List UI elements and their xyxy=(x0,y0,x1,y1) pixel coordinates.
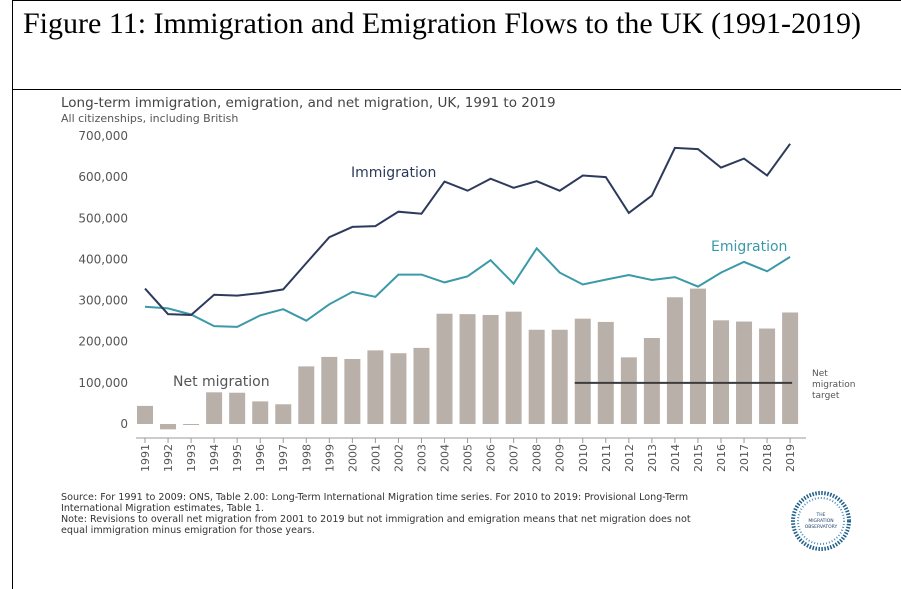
x-tick-label: 1994 xyxy=(208,444,221,472)
x-tick-label: 1995 xyxy=(231,444,244,472)
y-tick-label: 600,000 xyxy=(78,170,128,184)
source-note-line3: Note: Revisions to overall net migration… xyxy=(61,514,691,525)
target-label-line2: migration xyxy=(812,380,855,390)
net-migration-bar xyxy=(620,357,637,424)
x-tick-label: 1997 xyxy=(277,444,290,472)
net-migration-bar xyxy=(528,329,545,424)
net-migration-bar xyxy=(759,328,776,424)
logo-ring xyxy=(791,491,851,551)
logo-text-line1: THE xyxy=(816,512,826,518)
y-tick-label: 700,000 xyxy=(78,129,128,143)
logo-inner-ring xyxy=(797,497,845,545)
source-note-line4: equal immigration minus emigration for t… xyxy=(61,525,315,536)
x-tick-label: 2002 xyxy=(392,444,405,472)
net-migration-bar xyxy=(206,392,223,424)
emigration-line xyxy=(144,246,791,328)
net-migration-bar xyxy=(344,358,361,424)
logo-text-line3: OBSERVATORY xyxy=(805,524,838,530)
net-migration-bar xyxy=(137,405,153,424)
immigration-label: Immigration xyxy=(351,165,436,181)
source-note-line2: International Migration estimates, Table… xyxy=(61,503,264,514)
net-migration-bar xyxy=(782,312,799,424)
y-tick-label: 100,000 xyxy=(78,376,128,390)
net-migration-bar xyxy=(505,311,522,424)
x-tick-label: 1993 xyxy=(185,444,198,472)
net-migration-bar xyxy=(252,401,269,424)
x-tick-label: 2009 xyxy=(554,444,567,472)
source-note-line1: Source: For 1991 to 2009: ONS, Table 2.0… xyxy=(61,492,689,503)
x-tick-label: 2014 xyxy=(669,444,682,472)
logo-text-line2: MIGRATION xyxy=(808,518,833,524)
figure-caption: Figure 11: Immigration and Emigration Fl… xyxy=(23,7,861,40)
x-tick-label: 2017 xyxy=(738,444,751,472)
target-label-line3: target xyxy=(812,391,840,401)
x-tick-label: 2004 xyxy=(439,444,452,472)
net-migration-bar xyxy=(643,337,660,424)
x-axis: 1991 1992 1993 1994 1995 1996 1997 1998 1999 2000… xyxy=(136,437,806,472)
x-tick-label: 2008 xyxy=(531,444,544,472)
x-tick-label: 2013 xyxy=(646,444,659,472)
x-tick-label: 2006 xyxy=(485,444,498,472)
net-migration-bar xyxy=(390,353,407,424)
x-tick-label: 2000 xyxy=(346,444,359,472)
y-tick-label: 0 xyxy=(120,417,128,431)
net-migration-bar xyxy=(229,392,246,424)
figure-frame: Figure 11: Immigration and Emigration Fl… xyxy=(12,0,901,589)
migration-observatory-logo: THE MIGRATION OBSERVATORY xyxy=(791,491,851,551)
x-tick-label: 2005 xyxy=(462,444,475,472)
chart-title: Long-term immigration, emigration, and n… xyxy=(61,95,556,111)
net-migration-bar xyxy=(736,321,753,424)
net-migration-bar xyxy=(183,424,200,425)
x-tick-label: 2003 xyxy=(415,444,428,472)
net-migration-bars xyxy=(137,288,799,430)
y-tick-label: 400,000 xyxy=(78,252,128,266)
y-tick-label: 300,000 xyxy=(78,294,128,308)
net-migration-bar xyxy=(413,347,430,424)
x-tick-label: 2011 xyxy=(600,444,613,472)
x-tick-label: 1998 xyxy=(300,444,313,472)
emigration-label: Emigration xyxy=(711,239,787,255)
net-migration-bar xyxy=(459,314,476,424)
x-tick-label: 2012 xyxy=(623,444,636,472)
net-migration-bar xyxy=(321,356,338,424)
x-tick-label: 2016 xyxy=(715,444,728,472)
x-tick-label: 1991 xyxy=(139,444,152,472)
source-note: Source: For 1991 to 2009: ONS, Table 2.0… xyxy=(61,492,796,536)
net-migration-bar xyxy=(275,404,292,424)
x-tick-label: 1999 xyxy=(323,444,336,472)
y-axis: 0 100,000 200,000 300,000 400,000 500,000 600,… xyxy=(78,129,128,431)
x-tick-label: 1992 xyxy=(162,444,175,472)
net-migration-bar xyxy=(666,297,683,424)
x-tick-label: 2015 xyxy=(692,444,705,472)
net-migration-bar xyxy=(367,350,384,424)
chart-subtitle: All citizenships, including British xyxy=(61,112,238,125)
y-tick-label: 200,000 xyxy=(78,335,128,349)
net-migration-bar xyxy=(597,321,614,424)
net-migration-bar xyxy=(298,366,315,424)
x-tick-label: 1996 xyxy=(254,444,267,472)
immigration-line xyxy=(144,143,791,317)
net-migration-bar xyxy=(160,424,177,430)
net-migration-label: Net migration xyxy=(173,374,270,390)
target-label-line1: Net xyxy=(812,369,828,379)
net-migration-bar xyxy=(482,314,499,424)
x-tick-label: 2019 xyxy=(784,444,797,472)
x-tick-label: 2007 xyxy=(508,444,521,472)
x-tick-label: 2001 xyxy=(369,444,382,472)
net-migration-bar xyxy=(574,318,591,424)
net-migration-bar xyxy=(551,329,568,424)
figure-caption-box: Figure 11: Immigration and Emigration Fl… xyxy=(13,1,901,90)
net-migration-bar xyxy=(689,288,706,424)
y-tick-label: 500,000 xyxy=(78,211,128,225)
x-tick-label: 2018 xyxy=(761,444,774,472)
net-migration-bar xyxy=(713,320,729,424)
net-migration-bar xyxy=(436,313,453,424)
x-tick-label: 2010 xyxy=(577,444,590,472)
